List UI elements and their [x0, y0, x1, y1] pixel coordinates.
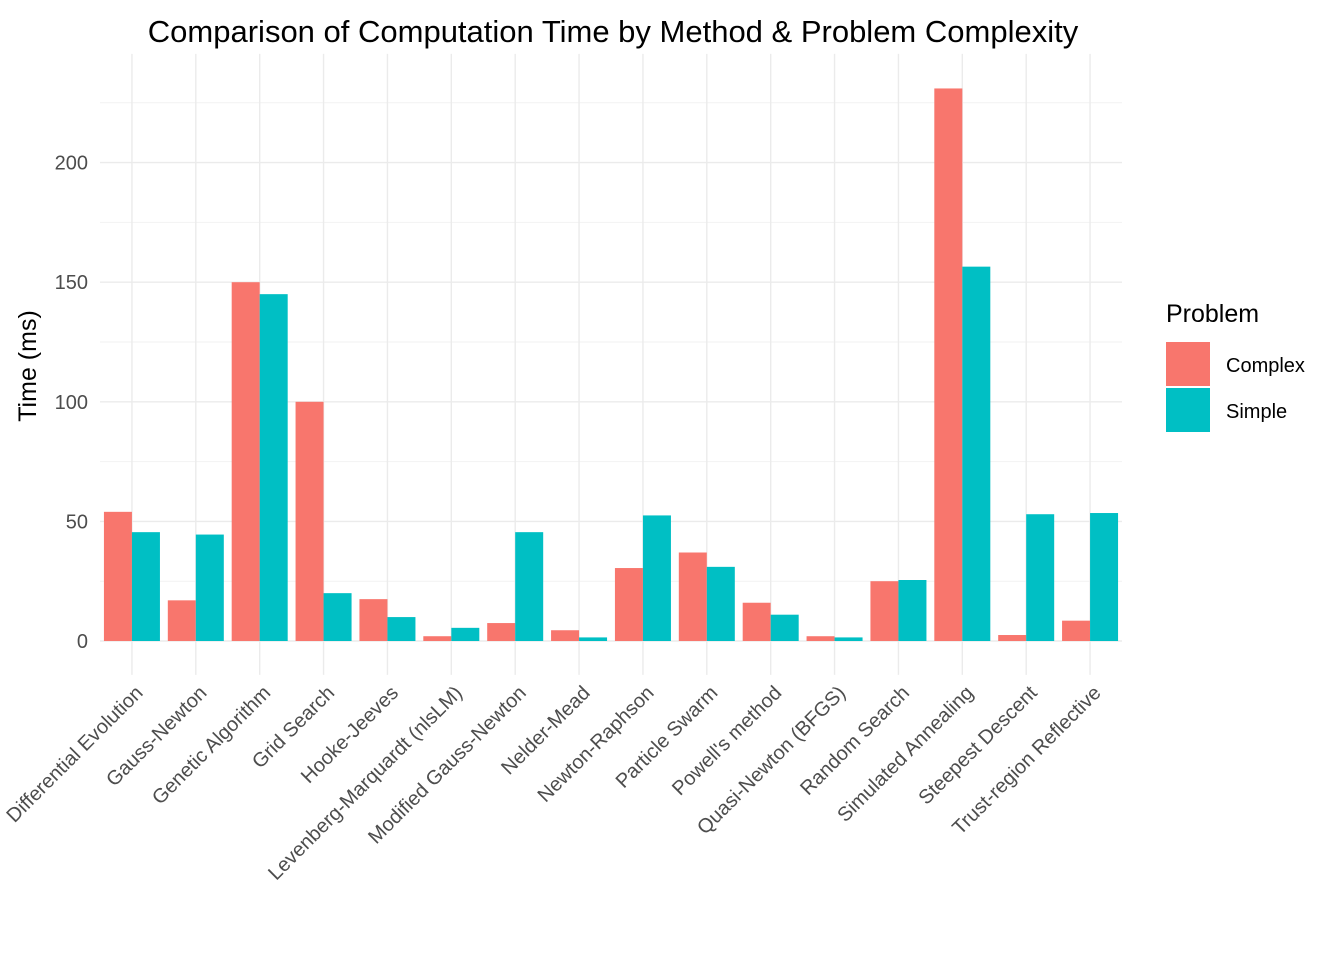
bar-simple-12	[898, 580, 927, 641]
x-tick-label: Steepest Descent	[915, 682, 1043, 810]
bar-complex-4	[359, 599, 388, 641]
legend-label-simple: Simple	[1226, 401, 1287, 423]
chart-title: Comparison of Computation Time by Method…	[148, 14, 1079, 49]
x-tick-label: Random Search	[796, 682, 914, 800]
legend-title: Problem	[1166, 300, 1259, 328]
legend-swatch-simple	[1166, 388, 1210, 432]
bar-complex-13	[934, 88, 963, 641]
legend: Problem Complex Simple	[1166, 300, 1305, 432]
legend-items: Complex Simple	[1166, 342, 1305, 432]
bar-complex-5	[423, 636, 452, 641]
bar-complex-0	[103, 511, 132, 641]
y-tick-label: 100	[55, 392, 88, 414]
bar-simple-2	[259, 294, 288, 641]
bar-complex-12	[870, 581, 899, 641]
y-tick-label: 50	[66, 511, 88, 533]
bar-complex-11	[806, 636, 835, 641]
bar-complex-7	[551, 630, 580, 641]
x-tick-label: Powell's method	[668, 682, 786, 800]
bar-simple-9	[706, 566, 735, 641]
x-axis-ticks: Differential EvolutionGauss-NewtonGeneti…	[2, 682, 1105, 885]
y-tick-label: 0	[77, 631, 88, 653]
bar-simple-1	[195, 534, 224, 641]
bar-simple-4	[387, 617, 416, 641]
bar-complex-6	[487, 623, 516, 641]
y-tick-label: 200	[55, 153, 88, 175]
bar-simple-11	[834, 637, 863, 641]
x-tick-label: Newton-Raphson	[534, 682, 659, 807]
bar-complex-10	[742, 602, 771, 641]
bar-complex-3	[295, 401, 324, 641]
bar-complex-8	[614, 568, 643, 641]
bar-simple-15	[1090, 513, 1119, 641]
x-tick-label: Genetic Algorithm	[148, 682, 275, 809]
y-axis-ticks: 0 50 100 150 200	[55, 153, 88, 653]
y-tick-label: 150	[55, 272, 88, 294]
bar-complex-2	[231, 282, 260, 641]
legend-swatch-complex	[1166, 342, 1210, 386]
bar-simple-7	[579, 637, 608, 641]
legend-label-complex: Complex	[1226, 355, 1305, 377]
bar-simple-10	[770, 614, 799, 641]
bar-complex-14	[998, 635, 1027, 641]
bar-simple-0	[131, 532, 160, 641]
bar-simple-14	[1026, 514, 1055, 641]
y-axis-title: Time (ms)	[14, 310, 42, 422]
bar-complex-15	[1062, 620, 1091, 641]
bar-complex-9	[678, 552, 707, 641]
bar-simple-3	[323, 593, 352, 641]
bar-simple-6	[515, 532, 544, 641]
bar-simple-13	[962, 266, 991, 641]
bar-complex-1	[167, 600, 196, 641]
bars	[103, 88, 1119, 641]
bar-simple-8	[642, 515, 671, 641]
bar-simple-5	[451, 627, 480, 641]
